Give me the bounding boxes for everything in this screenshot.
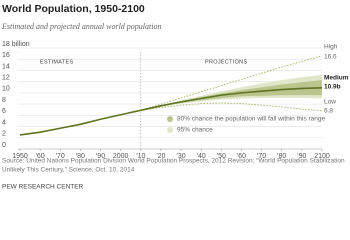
annotation: 16.6	[324, 54, 337, 61]
x-tick-label: '30	[177, 153, 186, 160]
x-tick-label: 2100	[314, 153, 330, 160]
x-tick-label: '90	[297, 153, 306, 160]
legend-label: 80% chance the population will fall with…	[177, 116, 326, 123]
series-line	[19, 109, 141, 136]
annotation: Low	[324, 99, 336, 106]
legend-swatch	[167, 127, 173, 133]
x-tick-label: '70	[257, 153, 266, 160]
source: Source: United Nations Population Divisi…	[2, 158, 345, 165]
y-tick-label: 0	[2, 142, 6, 149]
annotation: PROJECTIONS	[205, 59, 247, 65]
legend-swatch	[167, 116, 173, 122]
legend-label: 95% chance	[177, 127, 213, 134]
y-tick-label: 18 billion	[2, 41, 30, 48]
y-tick-label: 8	[2, 97, 6, 104]
x-tick-label: '70	[56, 153, 65, 160]
y-tick-label: 4	[2, 119, 6, 126]
y-tick-label: 2	[2, 131, 6, 138]
x-tick-label: '80	[277, 153, 286, 160]
annotation: ESTIMATES	[40, 59, 73, 65]
annotation: 6.8	[324, 108, 333, 115]
annotation: Medium	[324, 75, 349, 82]
x-tick-label: 2000	[113, 153, 129, 160]
source: Unlikely This Century,” Science, Oct. 10…	[2, 167, 135, 174]
x-tick-label: '10	[136, 153, 145, 160]
x-tick-label: '80	[76, 153, 85, 160]
x-tick-label: '50	[217, 153, 226, 160]
series-line	[140, 102, 323, 112]
y-tick-label: 10	[2, 86, 10, 93]
x-tick-label: '60	[237, 153, 246, 160]
plot-area: 0 2 4 6 8 10 12 14 16 18 billion 1950 '60 '70 '80 '90 2…	[2, 41, 330, 160]
x-tick-label: '20	[156, 153, 165, 160]
band	[140, 79, 322, 111]
y-tick-label: 6	[2, 108, 6, 115]
y-tick-label: 12	[2, 75, 10, 82]
chart: World Population, 1950-2100 Estimated an…	[1, 3, 349, 191]
chart-title: World Population, 1950-2100	[2, 3, 145, 15]
y-tick-label: 14	[2, 63, 10, 70]
x-tick-label: '90	[96, 153, 105, 160]
annotation: High	[324, 44, 338, 51]
x-tick-label: '40	[197, 153, 206, 160]
chart-subtitle: Estimated and projected annual world pop…	[1, 22, 161, 31]
x-tick-label: 1950	[12, 153, 28, 160]
x-tick-label: '60	[36, 153, 45, 160]
credit: PEW RESEARCH CENTER	[2, 184, 84, 191]
y-tick-label: 16	[2, 52, 10, 59]
annotation: 10.9b	[324, 84, 341, 91]
series-line	[140, 87, 323, 112]
